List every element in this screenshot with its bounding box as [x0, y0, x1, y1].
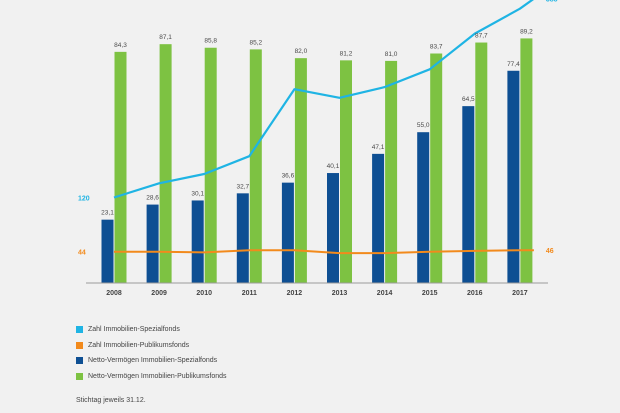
bar: [462, 106, 475, 283]
bar: [294, 58, 307, 284]
bar: [520, 38, 533, 283]
bar: [204, 47, 217, 283]
bar-value-label: 36,6: [282, 173, 295, 180]
series-line: [114, 249, 534, 255]
legend-label: Netto-Vermögen Immobilien-Spezialfonds: [88, 357, 218, 365]
bar: [327, 173, 339, 283]
bar-value-label: 55,0: [417, 122, 430, 129]
legend-item: Zahl Immobilien-Publikumsfonds: [76, 338, 227, 354]
bar: [114, 51, 127, 283]
x-tick-label: 2009: [151, 290, 167, 297]
legend-label: Zahl Immobilien-Publikumsfonds: [88, 341, 190, 349]
legend-swatch: [76, 326, 83, 334]
x-tick-label: 2012: [287, 290, 303, 297]
bar-value-label: 23,1: [101, 210, 114, 217]
bar: [236, 193, 249, 283]
bar-value-label: 64,5: [462, 96, 475, 103]
bar-value-label: 28,6: [146, 195, 159, 202]
bar: [475, 42, 488, 283]
legend: Zahl Immobilien-Spezialfonds Zahl Immobil…: [76, 322, 227, 384]
bar-value-label: 87,7: [475, 33, 488, 40]
bar: [372, 153, 385, 283]
bar-value-label: 40,1: [327, 163, 340, 170]
bar: [281, 182, 294, 283]
bar-value-label: 83,7: [430, 44, 443, 51]
bar: [430, 53, 443, 283]
bar-value-label: 87,1: [159, 34, 172, 41]
x-tick-label: 2014: [377, 290, 393, 297]
bar-value-label: 77,4: [507, 61, 520, 68]
bar-value-label: 82,0: [295, 48, 308, 55]
legend-item: Netto-Vermögen Immobilien-Spezialfonds: [76, 353, 227, 369]
bar: [417, 132, 430, 283]
bar: [340, 60, 352, 283]
bar-value-label: 89,2: [520, 28, 533, 35]
x-tick-label: 2015: [422, 290, 438, 297]
bar-value-label: 32,7: [236, 183, 249, 190]
bar: [191, 200, 204, 283]
legend-label: Zahl Immobilien-Spezialfonds: [88, 326, 180, 334]
legend-swatch: [76, 357, 83, 365]
bar-value-label: 30,1: [191, 190, 204, 197]
label-layer: 23,1 84,3 28,6 87,1 30,1 85,8 32,7 85,2 36,6 82,0…: [78, 0, 558, 257]
bar: [507, 70, 520, 283]
bar-layer: [101, 38, 533, 284]
x-tick-label: 2017: [512, 290, 528, 297]
bar: [385, 60, 398, 283]
series-line: [113, 0, 534, 199]
x-tick-label: 2013: [332, 290, 348, 297]
x-tick-label: 2008: [106, 290, 122, 297]
x-tick-label: 2011: [242, 290, 257, 297]
bar: [159, 44, 172, 284]
bar: [101, 219, 114, 283]
bar-value-label: 84,3: [114, 42, 127, 49]
chart: 2008 2009 2010 2011 2012 2013 2014 2015 2016 2017…: [78, 0, 558, 297]
bar-value-label: 85,2: [249, 39, 262, 46]
legend-item: Zahl Immobilien-Spezialfonds: [76, 322, 227, 338]
bar: [146, 204, 159, 283]
legend-label: Netto-Vermögen Immobilien-Publikumsfonds: [88, 372, 227, 380]
bar-value-label: 85,8: [204, 38, 217, 45]
line-start-label: 120: [78, 196, 90, 203]
line-start-label: 44: [78, 250, 86, 257]
line-layer: [113, 0, 534, 255]
x-tick-label: 2016: [467, 290, 483, 297]
footnote: Stichtag jeweils 31.12.: [76, 397, 146, 404]
legend-item: Netto-Vermögen Immobilien-Publikumsfonds: [76, 369, 227, 385]
line-end-label: 46: [546, 248, 554, 255]
line-end-label: 385: [546, 0, 558, 4]
bar: [249, 49, 262, 283]
legend-swatch: [76, 341, 83, 349]
bar-value-label: 47,1: [372, 144, 385, 151]
bar-value-label: 81,0: [385, 51, 398, 58]
x-axis-ticks: 2008 2009 2010 2011 2012 2013 2014 2015 2016 2017: [106, 290, 528, 297]
x-tick-label: 2010: [196, 290, 212, 297]
legend-swatch: [76, 372, 83, 380]
bar-value-label: 81,2: [340, 50, 353, 57]
